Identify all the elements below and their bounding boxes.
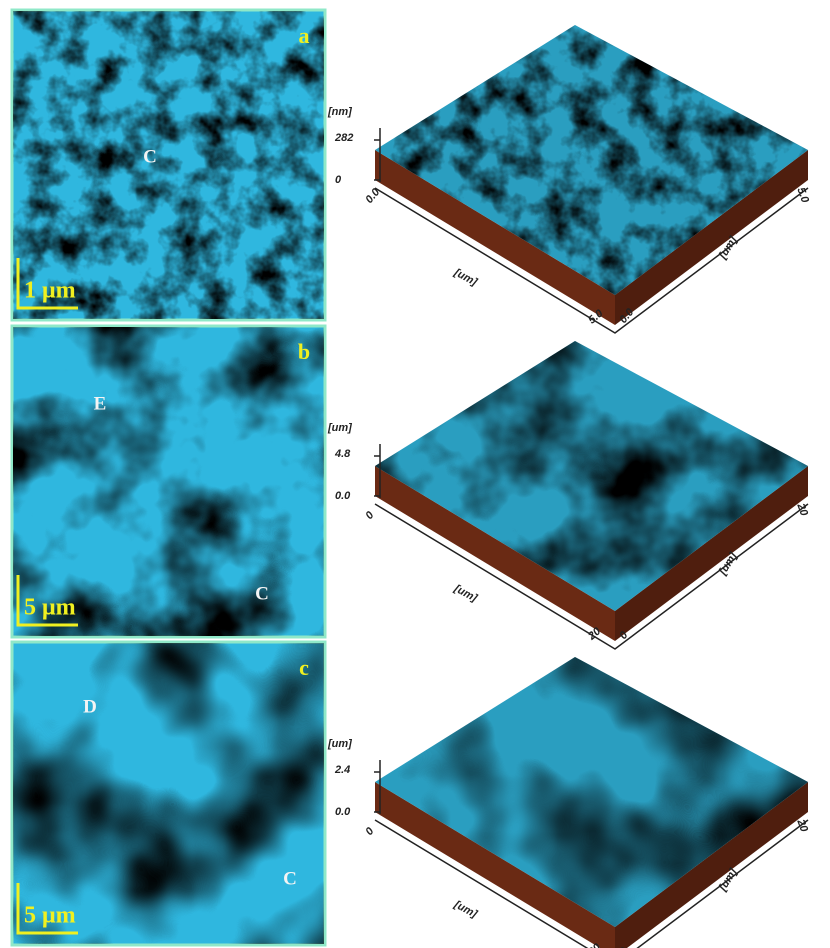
scale-bar-label: 5 μm (24, 595, 76, 621)
z-tick-label: 4.8 (334, 448, 351, 460)
region-label: C (143, 146, 157, 167)
z-tick-label: 0.0 (335, 806, 351, 818)
z-tick-label: 0 (335, 174, 342, 186)
surface-texture (375, 657, 808, 927)
z-tick-label: 2.4 (334, 764, 350, 776)
surface-texture (375, 341, 808, 611)
origin-label: 0.0 (363, 186, 383, 206)
region-label: C (255, 583, 269, 604)
z-tick-label: 282 (334, 132, 353, 144)
afm-texture (13, 11, 324, 319)
scale-bar-label: 1 μm (24, 278, 76, 304)
x-unit: [um] (451, 266, 479, 288)
z-unit: [um] (327, 738, 352, 750)
origin-label: 0 (363, 509, 377, 522)
region-label: E (94, 393, 107, 414)
scale-bar-label: 5 μm (24, 903, 76, 929)
x-unit: [um] (451, 582, 479, 604)
afm-texture (13, 327, 324, 636)
region-label: C (283, 868, 297, 889)
z-unit: [nm] (327, 106, 352, 118)
afm-texture (13, 643, 324, 944)
figure: aC1 μm[nm]28200.05.05.00.0[um][um]bEC5 μ… (0, 0, 830, 948)
region-label: D (83, 696, 97, 717)
surface-texture (375, 25, 808, 295)
origin-label: 0 (363, 825, 377, 838)
z-tick-label: 0.0 (335, 490, 351, 502)
panel-label: b (298, 339, 310, 364)
y-end-label: 5.0 (794, 186, 811, 205)
panel-label: c (299, 655, 309, 680)
x-unit: [um] (451, 898, 479, 920)
panel-label: a (299, 23, 310, 48)
z-unit: [um] (327, 422, 352, 434)
